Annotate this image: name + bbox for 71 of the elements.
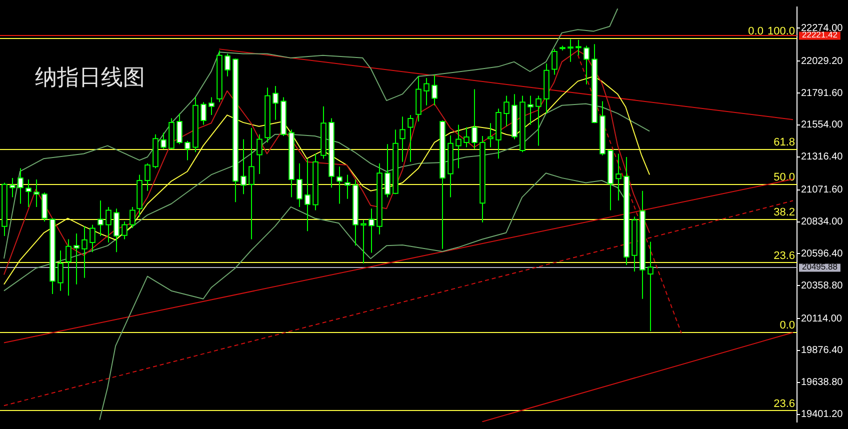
candlestick bbox=[504, 95, 510, 127]
y-tick-label: 20596.40 bbox=[801, 248, 844, 260]
annotation: 0.0 bbox=[748, 25, 764, 38]
candlestick bbox=[368, 208, 374, 254]
candlestick bbox=[408, 114, 414, 162]
annotation: 50.0 bbox=[774, 172, 795, 184]
candlestick bbox=[528, 95, 534, 126]
candlestick bbox=[200, 102, 206, 126]
candlestick bbox=[160, 132, 166, 150]
candlestick bbox=[18, 168, 24, 204]
y-tick-label: 21791.60 bbox=[801, 88, 844, 99]
candlestick bbox=[488, 122, 494, 148]
candlestick bbox=[384, 144, 390, 198]
candlestick bbox=[26, 179, 32, 208]
candlestick bbox=[10, 177, 16, 198]
candlestick bbox=[114, 208, 120, 253]
annotation: 0.0 bbox=[780, 320, 795, 332]
y-tick-label: 20834.00 bbox=[801, 216, 844, 228]
candlestick bbox=[144, 162, 150, 192]
candlestick bbox=[224, 53, 230, 77]
candlestick bbox=[296, 162, 302, 208]
candlestick bbox=[176, 112, 182, 145]
candlestick bbox=[98, 200, 104, 237]
candlestick bbox=[648, 241, 654, 332]
candlestick bbox=[584, 45, 590, 85]
y-tick-label: 22029.20 bbox=[801, 56, 844, 67]
y-tick-label: 19401.20 bbox=[801, 409, 844, 420]
candlestick bbox=[536, 95, 542, 146]
candlestick bbox=[90, 224, 96, 253]
candlestick bbox=[424, 77, 430, 106]
y-tick-label: 19876.40 bbox=[801, 345, 844, 356]
candlestick bbox=[66, 238, 72, 296]
candlestick bbox=[304, 158, 310, 232]
candlestick bbox=[208, 96, 214, 116]
candlestick bbox=[34, 179, 40, 208]
ref-line-label: 20495.88 bbox=[802, 262, 838, 272]
candlestick bbox=[576, 39, 582, 56]
candlestick bbox=[344, 174, 350, 200]
annotation: 38.2 bbox=[774, 206, 795, 218]
y-tick-label: 19638.80 bbox=[801, 377, 844, 388]
candlestick bbox=[240, 138, 246, 195]
annotation: 100.0 bbox=[767, 25, 795, 38]
candlestick bbox=[58, 250, 64, 292]
candlestick bbox=[568, 38, 574, 62]
y-tick-label: 21316.40 bbox=[801, 152, 844, 163]
candlestick bbox=[616, 153, 622, 202]
candlestick bbox=[400, 116, 406, 162]
candlestick bbox=[464, 126, 470, 148]
candlestick bbox=[122, 220, 128, 240]
y-tick-label: 21554.00 bbox=[801, 120, 844, 131]
candlestick bbox=[184, 140, 190, 161]
y-tick-label: 20114.00 bbox=[801, 313, 842, 324]
annotation: 61.8 bbox=[774, 136, 795, 149]
candlestick bbox=[456, 124, 462, 169]
candlestick bbox=[336, 166, 342, 204]
candlestick bbox=[130, 206, 136, 228]
annotation: 23.6 bbox=[774, 250, 795, 262]
candlestick bbox=[256, 134, 262, 175]
annotation: 23.6 bbox=[774, 398, 795, 410]
candlestick bbox=[272, 86, 278, 120]
candlestick bbox=[552, 48, 558, 76]
candlestick bbox=[248, 127, 254, 240]
candlestick bbox=[472, 88, 478, 150]
candlestick bbox=[106, 206, 112, 243]
candlestick bbox=[74, 232, 80, 285]
candlestick bbox=[432, 74, 438, 106]
candlestick bbox=[360, 219, 366, 264]
y-tick-label: 21071.60 bbox=[801, 184, 844, 196]
text: 纳指日线图 bbox=[35, 66, 145, 91]
y-tick-label: 20358.80 bbox=[801, 280, 844, 292]
candlestick bbox=[82, 226, 88, 278]
